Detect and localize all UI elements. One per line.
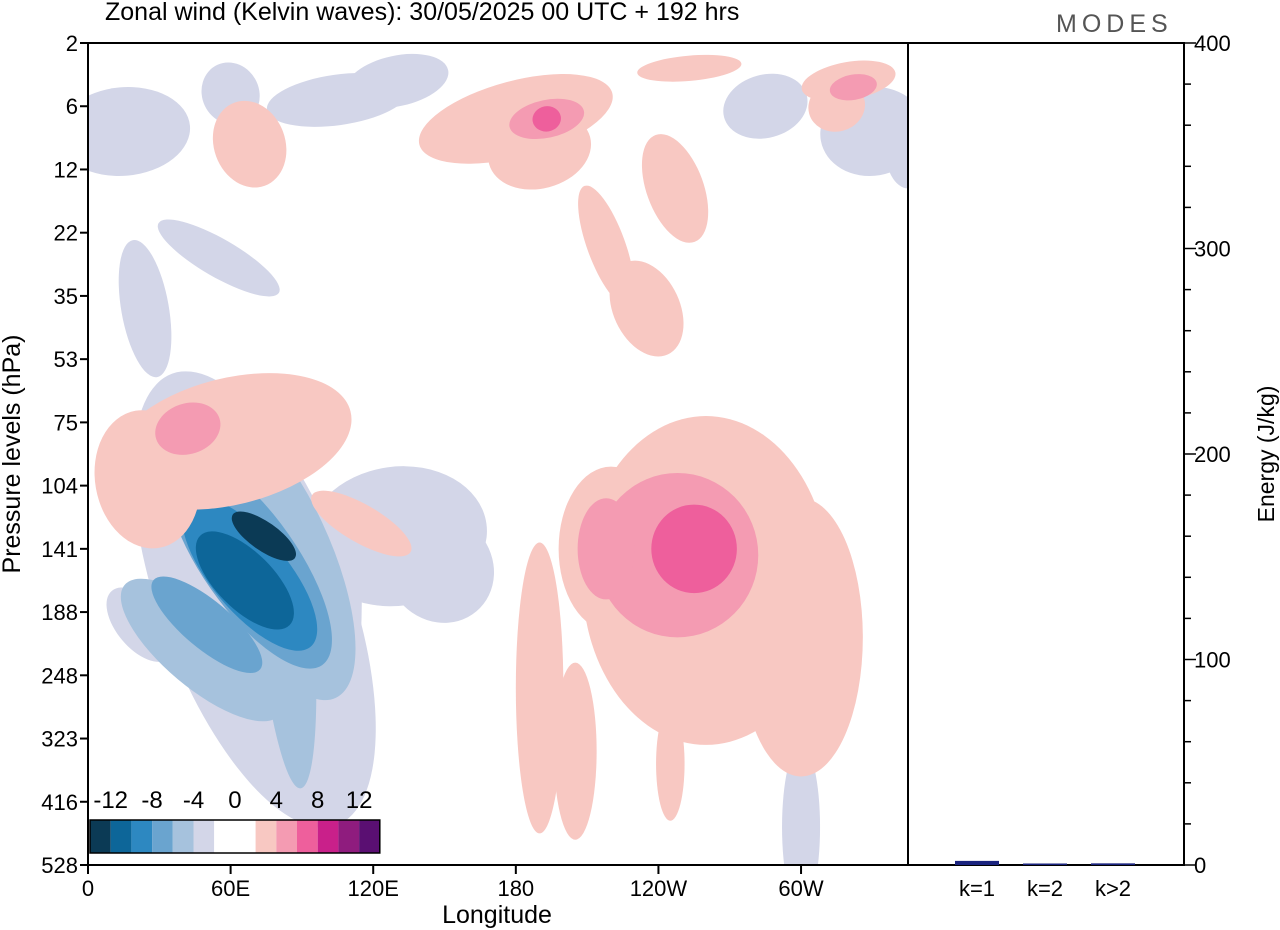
y-axis: 2 6 12 22 35 53 75 104 141 188 248 323 416 528 (41, 31, 88, 878)
contour-patch (515, 542, 564, 834)
contour-patch (157, 219, 280, 297)
contour-patch (829, 74, 877, 101)
colorbar-label: -12 (93, 787, 128, 814)
title: Zonal wind (Kelvin waves): 30/05/2025 00… (105, 0, 740, 26)
x-tick-label: 180 (497, 876, 534, 901)
x-axis-label: Longitude (442, 901, 552, 929)
y-tick-label: 188 (41, 600, 78, 625)
x-tick-label: 120E (348, 876, 399, 901)
colorbar-label: 12 (346, 787, 373, 814)
y-tick-label: 35 (54, 284, 78, 309)
y-tick-label: 248 (41, 663, 78, 688)
x-tick-label: 60W (778, 876, 823, 901)
y-tick-label: 53 (54, 347, 78, 372)
contour-patch (723, 73, 808, 139)
colorbar-swatch (152, 820, 173, 853)
energy-bar (1023, 863, 1067, 865)
y-tick-label: 141 (41, 537, 78, 562)
colorbar-swatch (131, 820, 153, 853)
y-tick-label: 6 (66, 94, 78, 119)
contour-patch (118, 239, 172, 378)
colorbar-swatch (172, 820, 194, 853)
contour-patch (578, 185, 635, 306)
wind-contours (88, 53, 908, 865)
colorbar-swatch (90, 820, 111, 853)
colorbar-frame (89, 819, 381, 854)
energy-tick-label: 300 (1194, 237, 1231, 262)
contour-patch (739, 498, 863, 777)
energy-category-label: k=1 (959, 876, 995, 901)
modes-logo: MODES (1056, 10, 1173, 38)
y-tick-label: 2 (66, 31, 78, 56)
energy-tick-label: 200 (1194, 442, 1231, 467)
colorbar-label: -8 (141, 787, 162, 814)
contour-patch (641, 134, 709, 243)
contour-patch (782, 744, 821, 865)
contour-patch (195, 531, 294, 630)
y-tick-label: 22 (54, 221, 78, 246)
energy-axis: 0 100 200 300 400 (1184, 31, 1231, 878)
colorbar-swatch (276, 820, 297, 853)
colorbar-label: -4 (183, 787, 204, 814)
colorbar-swatch (297, 820, 318, 853)
colorbar-swatch (110, 820, 132, 853)
y-tick-label: 528 (41, 853, 78, 878)
colorbar-swatch (338, 820, 360, 853)
colorbar-label: 8 (311, 787, 324, 814)
colorbar-swatch (317, 820, 339, 853)
colorbar-legend: -12 -8 -4 0 4 8 12 (89, 787, 381, 854)
contour-patch (345, 53, 449, 108)
x-tick-label: 120W (630, 876, 688, 901)
y-tick-label: 75 (54, 410, 78, 435)
colorbar-label: 4 (270, 787, 283, 814)
energy-tick-label: 400 (1194, 31, 1231, 56)
contour-patch (532, 106, 561, 132)
contour-patch (884, 99, 908, 189)
contour-patch (651, 504, 737, 594)
energy-bars: k=1 k=2 k>2 (955, 860, 1135, 901)
energy-axis-label: Energy (J/kg) (1253, 386, 1279, 523)
energy-category-label: k>2 (1095, 876, 1131, 901)
energy-tick-label: 0 (1194, 853, 1206, 878)
colorbar-swatch (193, 820, 215, 853)
contour-patch (385, 512, 495, 623)
contour-patch (151, 576, 263, 673)
x-axis: 0 60E 120E 180 120W 60W (82, 865, 824, 901)
contour-patch (577, 498, 635, 600)
contour-patch (155, 402, 221, 455)
contour-patch (311, 490, 412, 557)
x-tick-label: 60E (211, 876, 250, 901)
colorbar-swatch (234, 820, 256, 853)
colorbar-swatch (214, 820, 235, 853)
energy-bar (955, 860, 999, 865)
energy-frame (907, 42, 1185, 866)
y-tick-label: 323 (41, 727, 78, 752)
x-tick-label: 0 (82, 876, 94, 901)
y-tick-label: 104 (41, 474, 78, 499)
contour-patch (553, 662, 597, 840)
contour-patch (637, 54, 742, 82)
y-axis-label: Pressure levels (hPa) (0, 335, 26, 574)
energy-category-label: k=2 (1027, 876, 1063, 901)
contour-patch (231, 511, 297, 561)
energy-tick-label: 100 (1194, 648, 1231, 673)
colorbar-label: 0 (228, 787, 241, 814)
colorbar-swatch (359, 820, 380, 853)
y-tick-label: 12 (54, 157, 78, 182)
contour-patch (212, 100, 287, 188)
contour-patch (88, 87, 191, 176)
energy-bar (1091, 863, 1135, 865)
y-tick-label: 416 (41, 790, 78, 815)
contour-patch (656, 706, 685, 821)
colorbar-swatch (255, 820, 277, 853)
